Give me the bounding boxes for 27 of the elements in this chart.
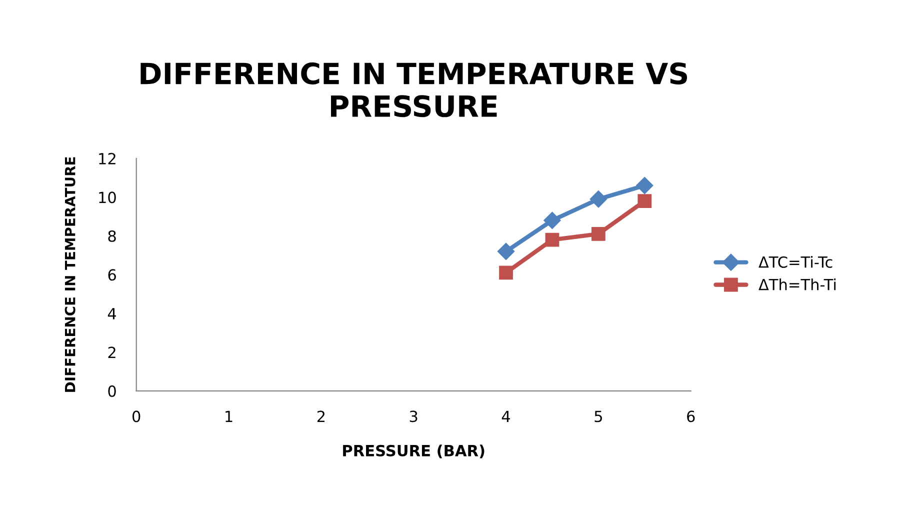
point: [590, 190, 607, 208]
point: [545, 232, 560, 247]
x-tick-label: 2: [317, 410, 325, 422]
y-tick-label: 4: [108, 308, 116, 320]
y-tick-label: 0: [108, 385, 116, 397]
y-tick-label: 10: [99, 192, 116, 204]
x-tick-label: 3: [410, 410, 418, 422]
x-tick-label: 1: [226, 410, 232, 422]
x-tick-label: 6: [687, 410, 695, 422]
y-tick-label: 2: [108, 346, 116, 358]
legend-label: ΔTh=Th-Ti: [758, 278, 836, 290]
point: [638, 194, 652, 208]
y-tick-label: 6: [108, 269, 116, 281]
y-tick-label: 12: [99, 152, 116, 164]
chart-title: DIFFERENCE IN TEMPERATURE VS PRESSURE: [140, 62, 688, 118]
point: [544, 212, 561, 229]
y-tick-label: 8: [108, 230, 116, 242]
x-tick-label: 5: [594, 410, 602, 422]
point: [591, 227, 606, 241]
point: [636, 176, 654, 194]
point: [497, 242, 515, 260]
x-tick-label: 4: [502, 410, 510, 422]
x-tick-label: 0: [132, 410, 140, 422]
legend-label: ΔTC=Ti-Tc: [758, 256, 832, 268]
point: [499, 266, 513, 280]
x-axis-title: PRESSURE (BAR): [343, 444, 484, 458]
y-axis-title: DIFFERENCE IN TEMPERATURE: [64, 157, 76, 392]
